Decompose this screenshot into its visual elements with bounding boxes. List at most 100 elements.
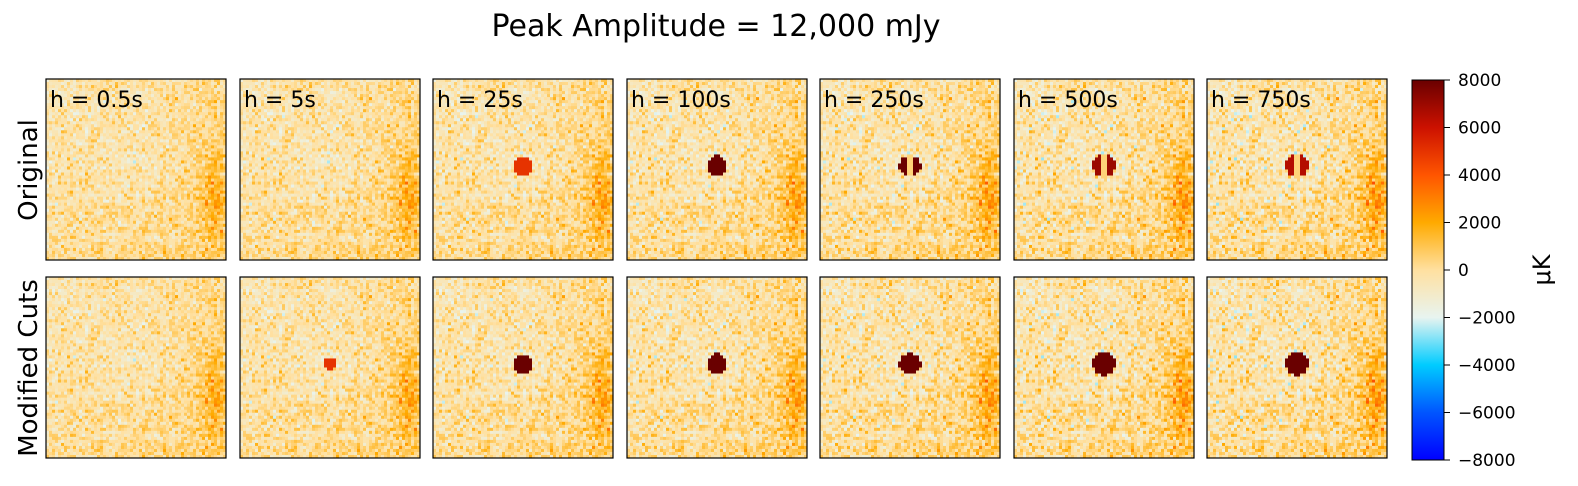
heatmap-cell [118,256,122,261]
heatmap-cell [151,82,155,86]
heatmap-cell [414,115,418,119]
heatmap-cell [148,115,152,119]
heatmap-cell [124,178,128,182]
heatmap-cell [61,166,65,170]
heatmap-cell [85,88,89,92]
heatmap-cell [196,244,200,249]
heatmap-cell [106,148,110,152]
heatmap-cell [94,97,98,101]
heatmap-cell [127,100,131,104]
heatmap-cell [55,244,59,249]
heatmap-cell [312,115,316,119]
heatmap-cell [169,127,173,131]
heatmap-cell [351,127,355,131]
heatmap-cell [294,103,298,107]
heatmap-cell [94,211,98,216]
heatmap-cell [345,100,349,104]
heatmap-cell [130,133,134,137]
heatmap-cell [175,196,179,201]
heatmap-cell [417,82,421,86]
heatmap-cell [58,214,62,219]
heatmap-cell [408,133,412,137]
heatmap-cell [145,124,149,128]
heatmap-cell [270,106,274,110]
heatmap-cell [276,130,280,134]
heatmap-cell [387,100,391,104]
heatmap-cell [73,136,77,140]
heatmap-cell [52,124,56,128]
heatmap-cell [184,139,188,143]
heatmap-cell [187,238,191,243]
heatmap-cell [79,94,83,98]
heatmap-cell [193,94,197,98]
heatmap-cell [321,112,325,116]
heatmap-cell [249,136,253,140]
heatmap-cell [106,100,110,104]
heatmap-cell [205,211,209,216]
heatmap-cell [372,109,376,113]
heatmap-cell [166,235,170,240]
heatmap-cell [211,124,215,128]
heatmap-cell [52,235,56,240]
heatmap-cell [178,244,182,249]
heatmap-cell [396,130,400,134]
heatmap-cell [148,121,152,125]
heatmap-cell [282,127,286,131]
heatmap-cell [172,91,176,95]
heatmap-cell [133,235,137,240]
heatmap-cell [327,79,331,83]
heatmap-cell [285,79,289,83]
heatmap-cell [211,169,215,173]
heatmap-cell [223,229,227,234]
heatmap-cell [58,82,62,86]
heatmap-cell [58,124,62,128]
heatmap-cell [193,100,197,104]
heatmap-cell [124,139,128,143]
heatmap-cell [55,211,59,216]
heatmap-cell [52,178,56,182]
heatmap-cell [258,79,262,83]
heatmap-cell [106,142,110,146]
heatmap-cell [160,241,164,246]
heatmap-cell [79,205,83,210]
heatmap-cell [115,172,119,176]
heatmap-cell [294,121,298,125]
heatmap-cell [369,142,373,146]
heatmap-cell [240,136,244,140]
heatmap-cell [136,235,140,240]
heatmap-cell [208,106,212,110]
heatmap-cell [363,91,367,95]
heatmap-cell [61,226,65,231]
heatmap-cell [202,208,206,213]
heatmap-cell [160,229,164,234]
heatmap-cell [55,151,59,155]
heatmap-cell [61,220,65,225]
heatmap-cell [142,205,146,210]
heatmap-cell [243,94,247,98]
heatmap-cell [73,169,77,173]
heatmap-cell [136,97,140,101]
heatmap-cell [55,241,59,246]
heatmap-cell [88,154,92,158]
heatmap-cell [115,139,119,143]
row-label-modified-cuts: Modified Cuts [14,279,44,457]
heatmap-cell [100,136,104,140]
heatmap-cell [312,97,316,101]
heatmap-cell [240,97,244,101]
heatmap-cell [190,169,194,173]
heatmap-cell [184,250,188,255]
heatmap-cell [214,145,218,149]
heatmap-cell [291,118,295,122]
heatmap-cell [49,127,53,131]
heatmap-cell [217,94,221,98]
heatmap-cell [205,214,209,219]
heatmap-cell [55,154,59,158]
heatmap-cell [136,82,140,86]
heatmap-cell [223,157,227,161]
heatmap-cell [148,112,152,116]
heatmap-cell [49,130,53,134]
heatmap-cell [94,208,98,213]
heatmap-cell [184,241,188,246]
heatmap-cell [154,202,158,207]
heatmap-cell [214,196,218,201]
